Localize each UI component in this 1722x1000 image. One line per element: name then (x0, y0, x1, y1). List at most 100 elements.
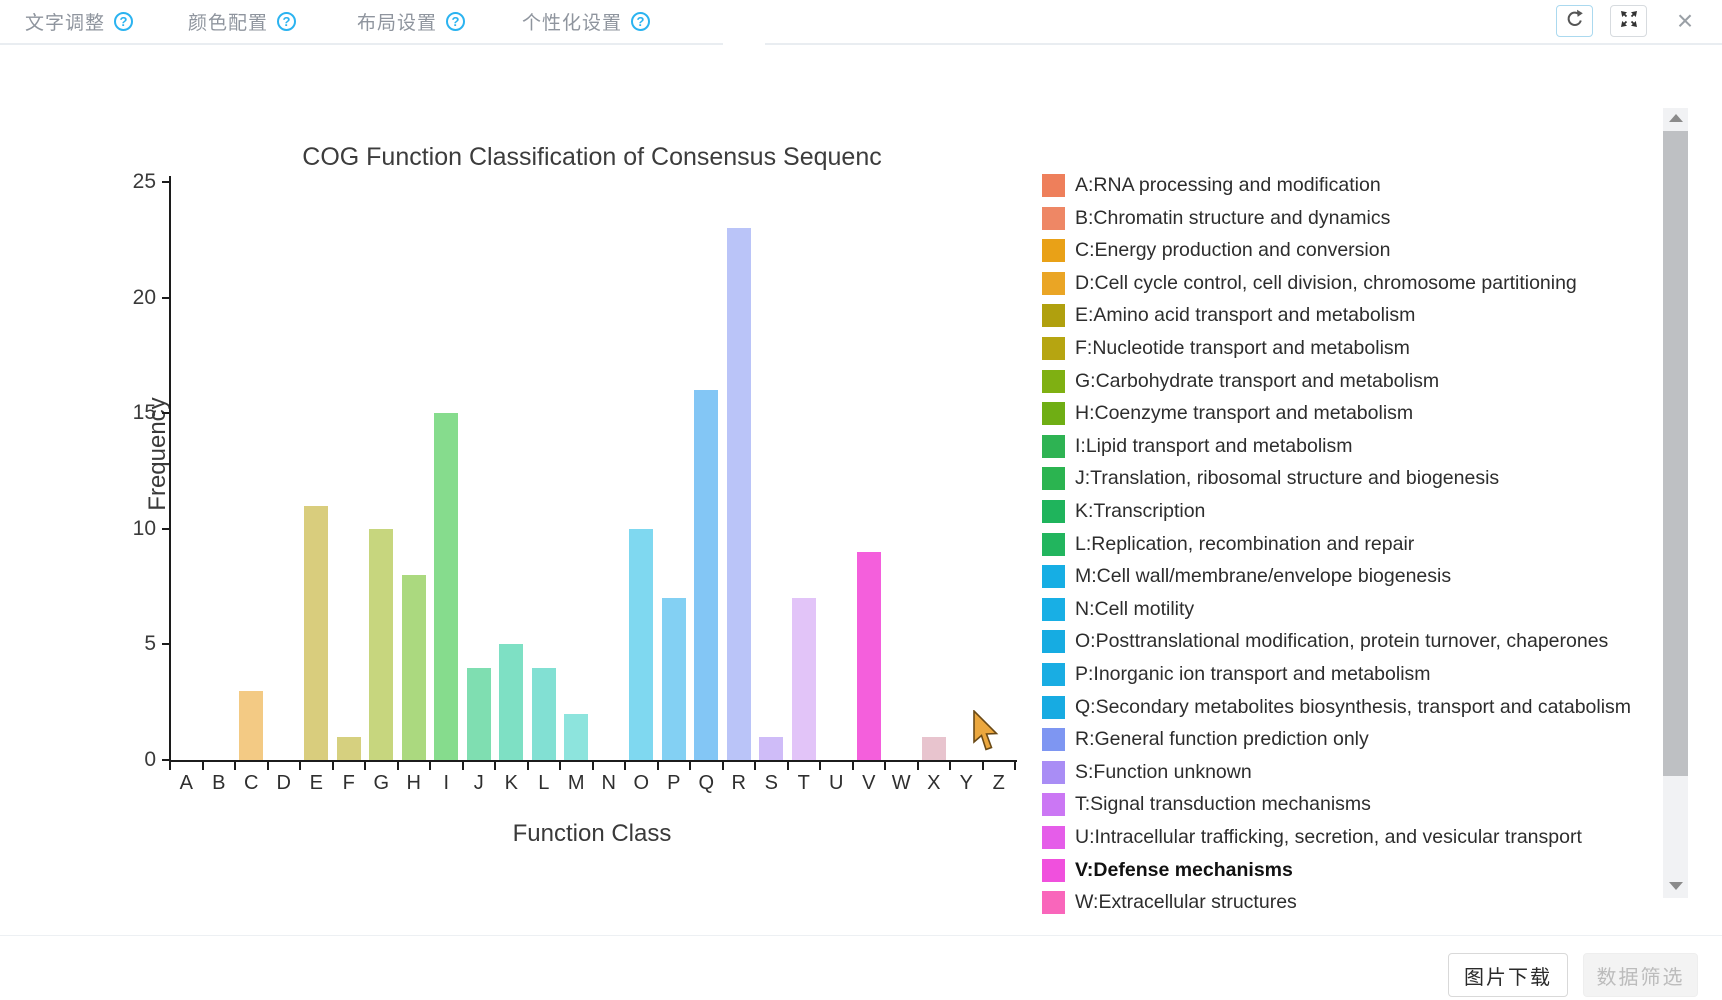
x-category-label-C: C (244, 772, 259, 794)
bar-S[interactable] (759, 736, 784, 760)
x-tick (721, 761, 724, 770)
y-tick-label: 25 (132, 170, 156, 193)
bar-L[interactable] (531, 667, 556, 760)
legend-item-L[interactable]: L:Replication, recombination and repair (1042, 528, 1414, 560)
x-tick (266, 761, 269, 770)
data-filter-button[interactable]: 数据筛选 (1583, 953, 1698, 997)
legend-item-N[interactable]: N:Cell motility (1042, 593, 1194, 625)
legend-item-D[interactable]: D:Cell cycle control, cell division, chr… (1042, 267, 1577, 299)
bar-E[interactable] (304, 505, 329, 760)
legend-label-H: H:Coenzyme transport and metabolism (1075, 402, 1414, 425)
toolbar-tab-2[interactable]: 颜色配置? (188, 0, 297, 43)
x-category-label-Z: Z (992, 772, 1005, 794)
footer-divider (0, 935, 1722, 936)
help-icon[interactable]: ? (631, 12, 651, 31)
toolbar-tab-label: 布局设置 (357, 13, 438, 34)
toolbar-tab-1[interactable]: 文字调整? (25, 0, 134, 43)
legend-item-A[interactable]: A:RNA processing and modification (1042, 170, 1381, 202)
legend-item-S[interactable]: S:Function unknown (1042, 756, 1252, 788)
scrollbar-down-arrow-icon[interactable] (1669, 882, 1683, 890)
x-category-label-L: L (538, 772, 550, 794)
x-category-label-Q: Q (698, 772, 715, 794)
y-tick (162, 759, 170, 761)
legend-label-Q: Q:Secondary metabolites biosynthesis, tr… (1075, 695, 1632, 718)
legend-label-O: O:Posttranslational modification, protei… (1075, 630, 1609, 653)
fullscreen-icon (1619, 9, 1639, 34)
legend-item-J[interactable]: J:Translation, ribosomal structure and b… (1042, 463, 1499, 495)
legend-label-D: D:Cell cycle control, cell division, chr… (1075, 271, 1577, 294)
bar-F[interactable] (336, 736, 361, 760)
x-category-label-A: A (179, 772, 193, 794)
legend-swatch-W (1042, 891, 1065, 915)
legend-swatch-D (1042, 271, 1065, 295)
close-button[interactable]: × (1668, 3, 1702, 39)
legend-item-K[interactable]: K:Transcription (1042, 496, 1205, 528)
bar-J[interactable] (466, 667, 491, 760)
legend-swatch-B (1042, 206, 1065, 230)
bar-X[interactable] (921, 736, 946, 760)
legend-item-R[interactable]: R:General function prediction only (1042, 724, 1369, 756)
legend-swatch-R (1042, 728, 1065, 752)
legend-item-I[interactable]: I:Lipid transport and metabolism (1042, 430, 1352, 462)
legend-item-H[interactable]: H:Coenzyme transport and metabolism (1042, 398, 1413, 430)
x-category-label-B: B (212, 772, 226, 794)
x-tick (169, 761, 171, 770)
scrollbar-thumb[interactable] (1663, 131, 1688, 776)
help-icon[interactable]: ? (114, 12, 134, 31)
bar-Q[interactable] (694, 390, 719, 760)
x-tick (786, 761, 789, 770)
legend-item-F[interactable]: F:Nucleotide transport and metabolism (1042, 333, 1410, 365)
x-tick (981, 761, 984, 770)
x-tick (461, 761, 464, 770)
legend-label-B: B:Chromatin structure and dynamics (1075, 206, 1391, 229)
bar-P[interactable] (661, 598, 686, 760)
legend-item-P[interactable]: P:Inorganic ion transport and metabolism (1042, 659, 1431, 691)
bar-M[interactable] (564, 713, 589, 760)
legend-item-W[interactable]: W:Extracellular structures (1042, 887, 1297, 919)
bar-H[interactable] (401, 575, 426, 760)
bar-G[interactable] (369, 528, 394, 760)
bar-T[interactable] (791, 598, 816, 760)
legend-label-G: G:Carbohydrate transport and metabolism (1075, 369, 1440, 392)
legend-swatch-Q (1042, 695, 1065, 719)
toolbar-tab-4[interactable]: 个性化设置? (522, 0, 651, 43)
x-category-label-F: F (342, 772, 355, 794)
refresh-button[interactable] (1556, 5, 1593, 37)
legend-item-Q[interactable]: Q:Secondary metabolites biosynthesis, tr… (1042, 691, 1631, 723)
fullscreen-button[interactable] (1610, 5, 1647, 37)
legend-label-F: F:Nucleotide transport and metabolism (1075, 337, 1410, 359)
toolbar-tab-3[interactable]: 布局设置? (357, 0, 466, 43)
help-icon[interactable]: ? (446, 12, 466, 31)
bar-I[interactable] (434, 413, 459, 760)
bar-O[interactable] (629, 528, 654, 760)
y-tick (162, 643, 170, 646)
x-tick (656, 761, 659, 770)
x-tick (591, 761, 594, 770)
legend-item-O[interactable]: O:Posttranslational modification, protei… (1042, 626, 1608, 658)
legend-item-M[interactable]: M:Cell wall/membrane/envelope biogenesis (1042, 561, 1451, 593)
toolbar-tab-label: 文字调整 (25, 13, 106, 34)
x-tick (234, 761, 236, 770)
bar-V[interactable] (856, 551, 881, 760)
bar-K[interactable] (499, 644, 524, 760)
legend-label-A: A:RNA processing and modification (1075, 174, 1381, 196)
y-tick-label: 15 (132, 401, 156, 425)
scrollbar-up-arrow-icon[interactable] (1669, 114, 1683, 122)
help-icon[interactable]: ? (277, 12, 297, 31)
legend-item-C[interactable]: C:Energy production and conversion (1042, 235, 1390, 267)
legend-item-E[interactable]: E:Amino acid transport and metabolism (1042, 300, 1415, 332)
image-download-button[interactable]: 图片下载 (1448, 953, 1568, 997)
legend-item-V[interactable]: V:Defense mechanisms (1042, 854, 1293, 886)
legend-item-T[interactable]: T:Signal transduction mechanisms (1042, 789, 1371, 821)
bar-C[interactable] (239, 690, 264, 760)
bar-R[interactable] (726, 228, 751, 760)
x-tick (949, 761, 951, 770)
legend-item-U[interactable]: U:Intracellular trafficking, secretion, … (1042, 822, 1582, 854)
x-tick (299, 761, 301, 770)
legend-item-G[interactable]: G:Carbohydrate transport and metabolism (1042, 365, 1439, 397)
x-category-label-H: H (406, 772, 421, 794)
x-tick (851, 761, 854, 770)
y-tick-label: 5 (144, 632, 156, 656)
x-category-label-S: S (764, 772, 778, 794)
legend-item-B[interactable]: B:Chromatin structure and dynamics (1042, 202, 1390, 234)
